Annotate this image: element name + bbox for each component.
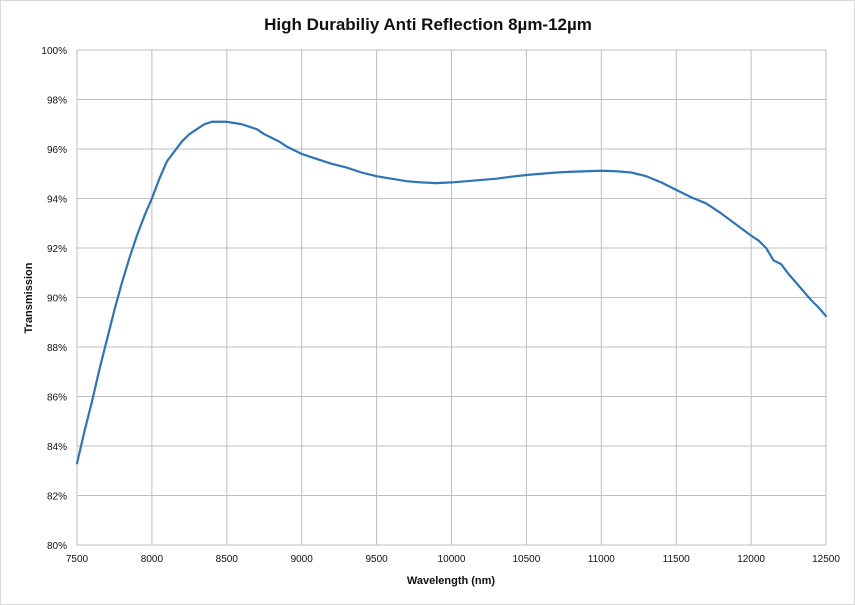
x-tick-label: 12500	[812, 554, 840, 565]
x-tick-label: 11000	[588, 554, 616, 565]
tick-label-layer: 7500 8000 8500 9000 9500 10000 10500 11000 11500…	[41, 46, 840, 565]
series-layer	[75, 120, 828, 465]
y-tick-label: 88%	[47, 343, 67, 354]
series-line	[75, 120, 828, 465]
grid-layer	[76, 49, 827, 546]
x-tick-label: 11500	[663, 554, 691, 565]
x-tick-label: 9500	[365, 554, 388, 565]
x-tick-label: 8500	[216, 554, 239, 565]
y-tick-label: 80%	[47, 541, 67, 552]
x-tick-label: 10500	[512, 554, 540, 565]
y-tick-label: 98%	[47, 96, 67, 107]
x-tick-label: 12000	[737, 554, 765, 565]
x-tick-label: 7500	[66, 554, 89, 565]
x-axis-label: Wavelength (nm)	[407, 575, 496, 587]
x-tick-label: 10000	[438, 554, 466, 565]
y-tick-label: 96%	[47, 145, 67, 156]
chart-title: High Durabiliy Anti Reflection 8µm-12µm	[264, 15, 592, 34]
y-tick-label: 94%	[47, 195, 67, 206]
y-tick-label: 84%	[47, 442, 67, 453]
y-tick-label: 90%	[47, 294, 67, 305]
y-tick-label: 86%	[47, 393, 67, 404]
y-tick-label: 82%	[47, 492, 67, 503]
y-tick-label: 92%	[47, 244, 67, 255]
y-tick-label: 100%	[41, 46, 67, 57]
x-tick-label: 8000	[141, 554, 164, 565]
x-tick-label: 9000	[291, 554, 314, 565]
y-axis-label: Transmission	[23, 262, 35, 333]
